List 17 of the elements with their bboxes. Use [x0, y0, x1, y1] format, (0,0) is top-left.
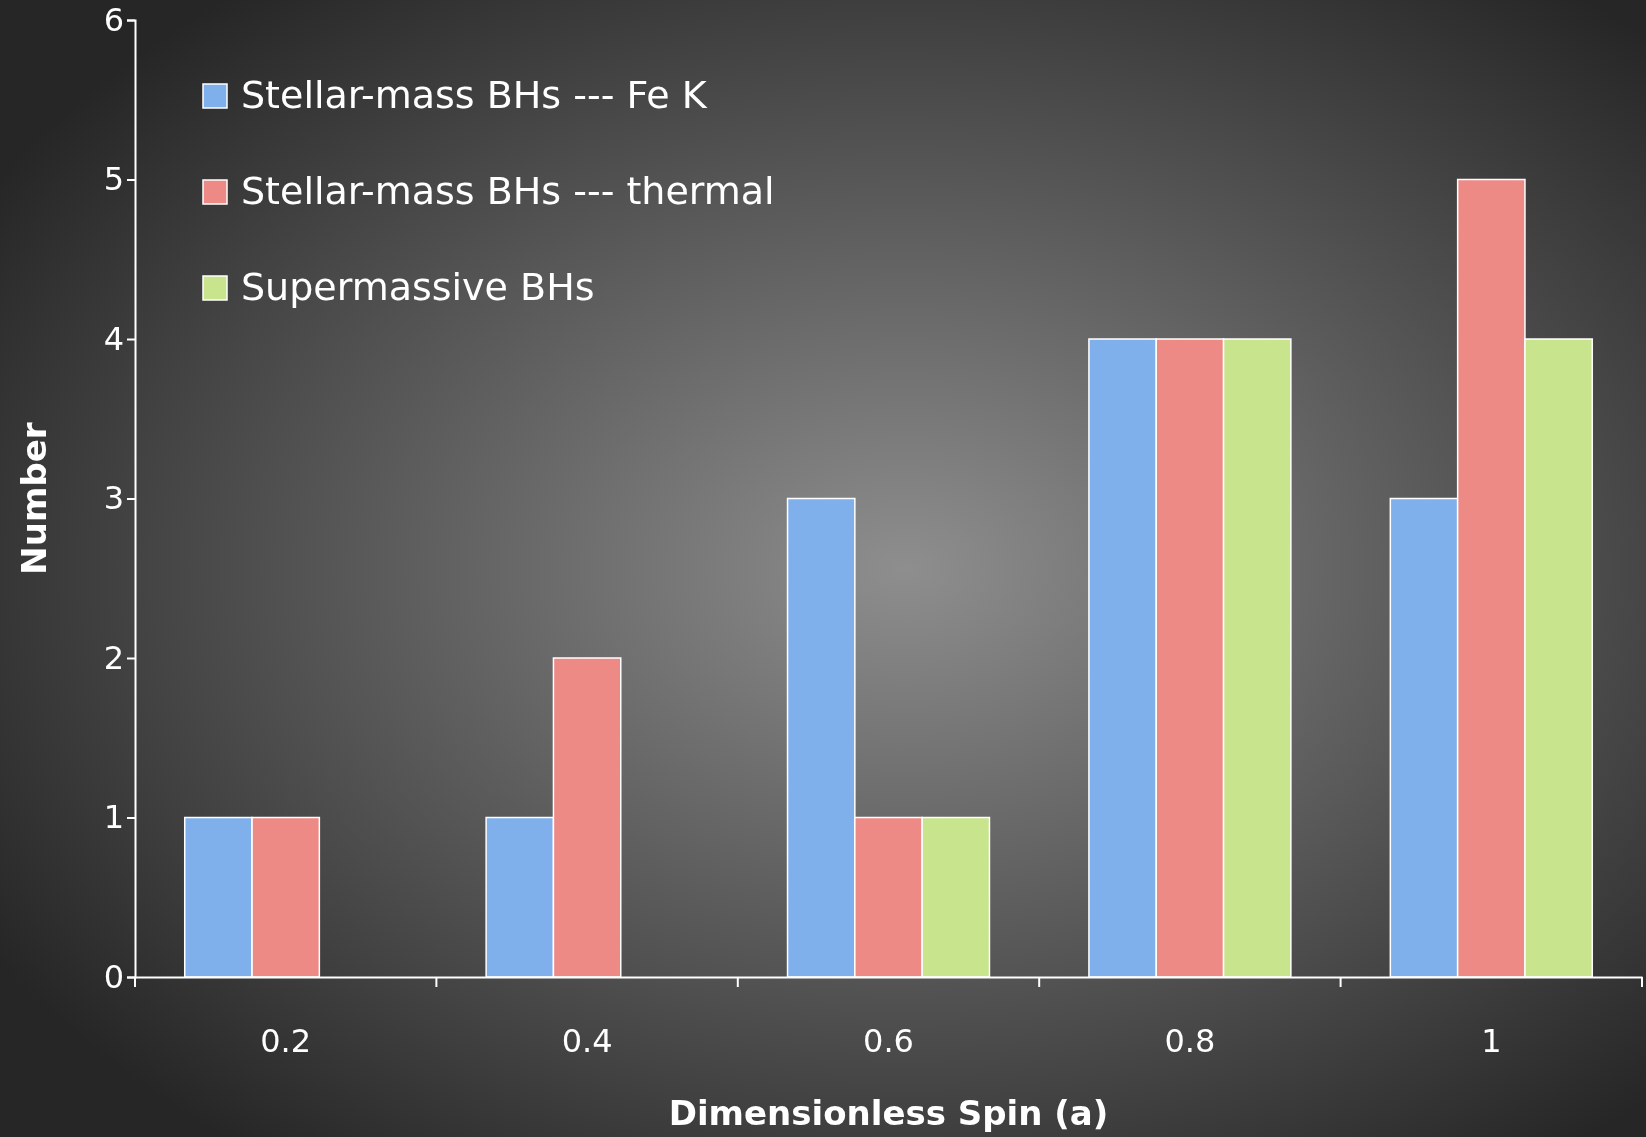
- legend-label: Stellar-mass BHs --- thermal: [241, 169, 775, 213]
- y-tick-label: 0: [103, 957, 124, 996]
- legend-label: Supermassive BHs: [241, 265, 595, 309]
- y-tick-label: 5: [103, 160, 124, 199]
- y-tick-label: 2: [103, 638, 124, 677]
- y-tick-label: 6: [103, 0, 124, 39]
- y-tick-label: 1: [103, 798, 124, 837]
- x-axis-title: Dimensionless Spin (a): [668, 1093, 1109, 1133]
- legend-label: Stellar-mass BHs --- Fe K: [241, 73, 708, 117]
- y-tick-label: 3: [103, 479, 124, 518]
- y-axis-title: Number: [14, 422, 54, 575]
- x-tick-label: 0.6: [863, 1021, 914, 1060]
- x-tick-label: 1: [1481, 1021, 1502, 1060]
- x-tick-label: 0.8: [1164, 1021, 1216, 1060]
- y-tick-label: 4: [103, 319, 124, 358]
- x-tick-label: 0.4: [561, 1021, 613, 1060]
- x-tick-label: 0.2: [260, 1021, 312, 1060]
